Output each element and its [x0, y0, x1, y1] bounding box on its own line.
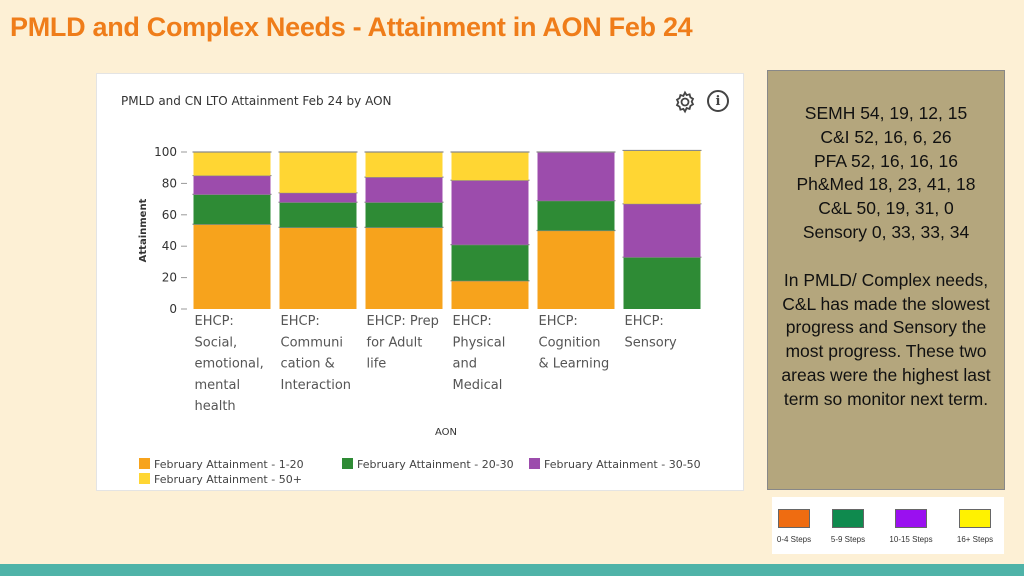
x-category-label: & Learning	[539, 357, 610, 372]
legend-swatch	[139, 458, 150, 469]
legend-label: February Attainment - 20-30	[357, 458, 514, 471]
x-category-label: health	[195, 399, 236, 414]
bar-segment	[193, 224, 271, 309]
x-category-label: for Adult	[367, 335, 423, 350]
notes-line: C&I 52, 16, 6, 26	[820, 126, 952, 147]
bar-segment	[193, 194, 271, 225]
y-tick-label: 0	[169, 302, 177, 316]
gear-icon[interactable]	[673, 90, 697, 114]
legend-label: February Attainment - 30-50	[544, 458, 701, 471]
key-swatch	[778, 509, 810, 528]
legend-swatch	[529, 458, 540, 469]
bar-segment	[365, 202, 443, 228]
key-item-0-4: 0-4 Steps	[772, 497, 816, 544]
notes-line: PFA 52, 16, 16, 16	[814, 150, 958, 171]
key-item-10-15: 10-15 Steps	[885, 497, 937, 544]
legend-label: February Attainment - 1-20	[154, 458, 304, 471]
y-tick-label: 60	[162, 208, 177, 222]
key-item-16-plus: 16+ Steps	[952, 497, 998, 544]
notes-line: Ph&Med 18, 23, 41, 18	[796, 174, 976, 195]
x-category-label: EHCP:	[195, 314, 234, 329]
bar-segment	[365, 227, 443, 309]
x-category-label: and	[453, 357, 477, 372]
key-swatch	[832, 509, 864, 528]
notes-figures: SEMH 54, 19, 12, 15 C&I 52, 16, 6, 26 PF…	[768, 102, 1004, 245]
x-category-label: Social,	[195, 335, 238, 350]
x-axis-label: AON	[435, 427, 457, 438]
x-category-label: Physical	[453, 335, 506, 350]
x-category-label: Cognition	[539, 335, 601, 350]
stacked-bar-chart: 0 20 40 60 80 100 Attainment EHCP: Social, emotio…	[138, 145, 702, 486]
notes-line: SEMH 54, 19, 12, 15	[804, 103, 968, 123]
notes-paragraph: In PMLD/ Complex needs, C&L has made the…	[781, 269, 991, 409]
x-category-label: EHCP:	[453, 314, 492, 329]
bottom-bar	[0, 564, 1024, 576]
legend-label: February Attainment - 50+	[154, 473, 302, 486]
bar-segment	[451, 180, 529, 245]
y-axis-label: Attainment	[138, 198, 149, 262]
bar-segment	[279, 192, 357, 203]
chart-card: PMLD and CN LTO Attainment Feb 24 by AON…	[96, 73, 744, 491]
bar-segment	[279, 202, 357, 228]
legend-swatch	[139, 473, 150, 484]
bar-segment	[451, 152, 529, 181]
x-category-label: emotional,	[195, 357, 264, 372]
steps-key: 0-4 Steps 5-9 Steps 10-15 Steps 16+ Step…	[772, 497, 1004, 554]
bar-segment	[279, 227, 357, 309]
y-tick-label: 80	[162, 176, 177, 190]
chart-title: PMLD and CN LTO Attainment Feb 24 by AON	[121, 94, 392, 108]
bar-segment	[537, 230, 615, 309]
notes-line: C&L 50, 19, 31, 0	[818, 198, 954, 219]
x-category-label: Interaction	[281, 378, 352, 393]
y-tick-label: 100	[154, 145, 177, 159]
slide-title: PMLD and Complex Needs - Attainment in A…	[10, 12, 693, 42]
x-category-label: mental	[195, 378, 241, 393]
legend-swatch	[342, 458, 353, 469]
x-category-label: Sensory	[625, 335, 678, 350]
bar-segment	[537, 152, 615, 201]
x-category-label: EHCP: Prep	[367, 314, 439, 329]
x-category-label: cation &	[281, 357, 335, 372]
y-tick-label: 40	[162, 239, 177, 253]
notes-line: Sensory 0, 33, 33, 34	[802, 221, 970, 242]
bar-segment	[623, 150, 701, 204]
bar-segment	[279, 152, 357, 193]
x-category-label: EHCP:	[281, 314, 320, 329]
bar-segment	[451, 280, 529, 309]
bar-segment	[623, 257, 701, 309]
key-label: 16+ Steps	[956, 535, 994, 544]
bar-segment	[451, 244, 529, 281]
x-category-label: life	[367, 357, 387, 372]
y-tick-label: 20	[162, 271, 177, 285]
key-swatch	[959, 509, 991, 528]
bar-segment	[623, 203, 701, 258]
key-item-5-9: 5-9 Steps	[826, 497, 870, 544]
x-category-label: EHCP:	[625, 314, 664, 329]
info-icon[interactable]: i	[707, 90, 729, 112]
bar-segment	[365, 152, 443, 178]
key-swatch	[895, 509, 927, 528]
key-label: 0-4 Steps	[776, 535, 812, 544]
x-category-label: Communi	[281, 335, 343, 350]
x-category-label: EHCP:	[539, 314, 578, 329]
key-label: 5-9 Steps	[830, 535, 866, 544]
bar-segment	[193, 152, 271, 176]
key-label: 10-15 Steps	[889, 535, 933, 544]
bar-segment	[537, 200, 615, 231]
bar-segment	[193, 175, 271, 195]
bar-segment	[365, 177, 443, 203]
notes-box: SEMH 54, 19, 12, 15 C&I 52, 16, 6, 26 PF…	[767, 70, 1005, 490]
x-category-label: Medical	[453, 378, 503, 393]
